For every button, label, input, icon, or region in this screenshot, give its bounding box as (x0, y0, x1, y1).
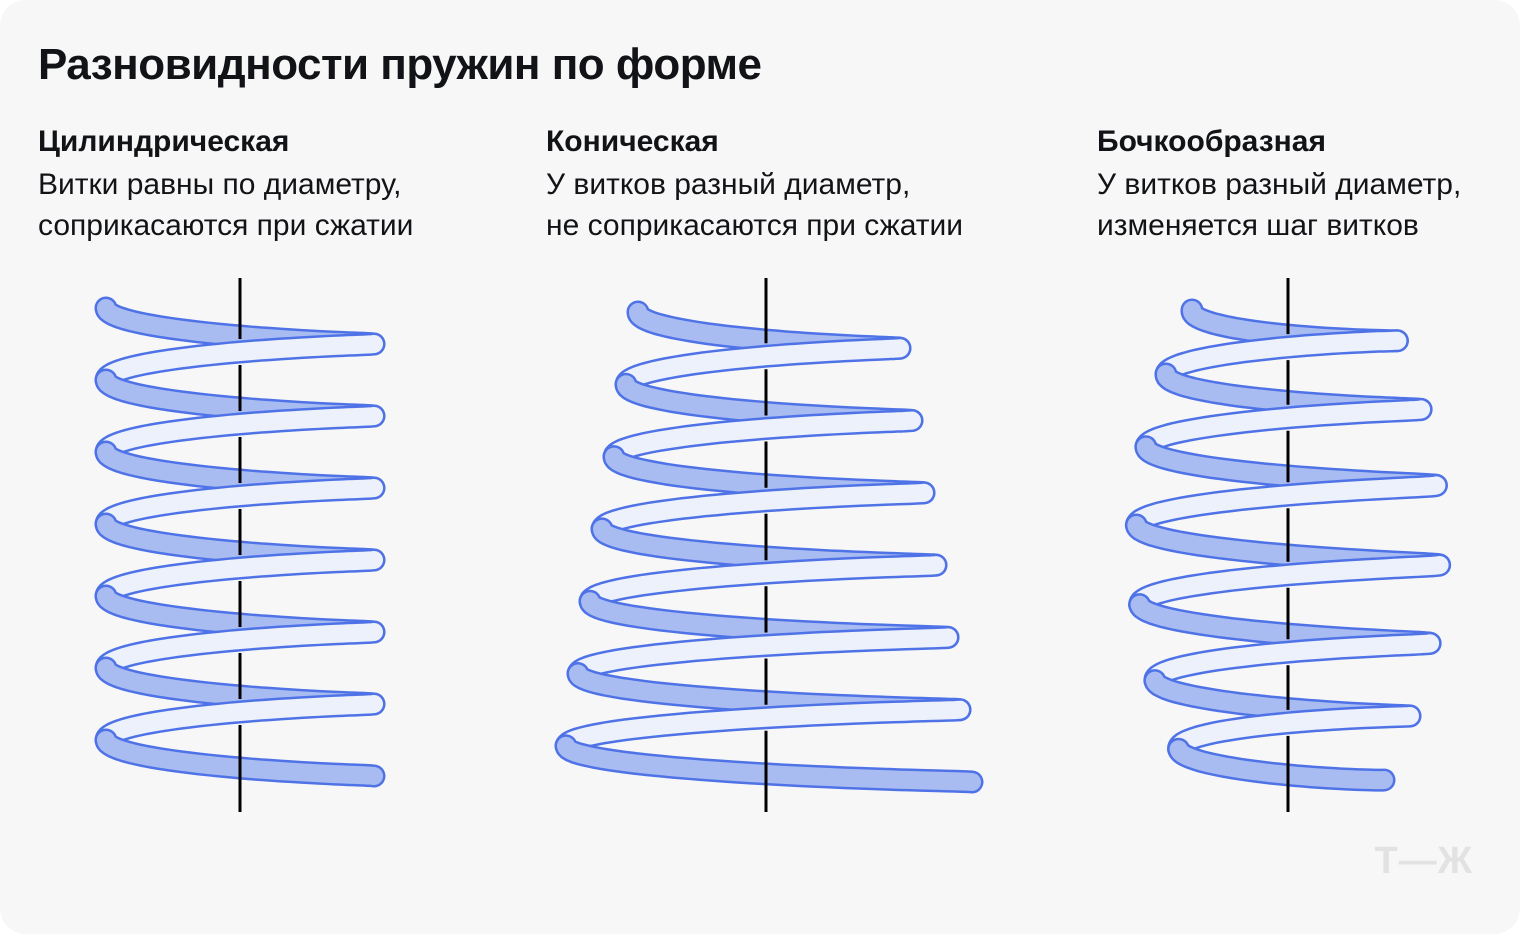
coil-back-strand (1169, 707, 1419, 759)
coil-back-strand (605, 411, 921, 466)
spring-barrel (1124, 278, 1452, 812)
coil-back-strand (593, 483, 933, 538)
column-barrel: Бочкообразная У витков разный диаметр, и… (1097, 122, 1520, 246)
column-description-line: изменяется шаг витков (1097, 209, 1419, 242)
column-conical: Коническая У витков разный диаметр, не с… (546, 122, 1016, 246)
coil-back-strand (569, 628, 957, 683)
column-heading: Коническая (546, 125, 719, 158)
column-description-line: не соприкасаются при сжатии (546, 209, 963, 242)
column-description-line: Витки равны по диаметру, (38, 168, 402, 201)
coil-back-strand (1130, 556, 1449, 614)
coil-back-strand (97, 407, 383, 461)
column-cylindrical: Цилиндрическая Витки равны по диаметру, … (38, 122, 508, 246)
coil-back-strand (617, 339, 909, 394)
column-description-line: У витков разный диаметр, (1097, 168, 1462, 201)
tzh-logo: Т—Ж (1374, 840, 1473, 882)
column-description-line: соприкасаются при сжатии (38, 209, 414, 242)
coil-back-strand (1136, 400, 1431, 456)
coil (554, 300, 984, 794)
coil-back-strand (581, 556, 945, 611)
coil-back-strand (97, 551, 383, 605)
column-heading: Цилиндрическая (38, 125, 290, 158)
coil-back-strand (557, 700, 969, 755)
column-heading: Бочкообразная (1097, 125, 1326, 158)
coil-back-strand (1157, 331, 1407, 383)
coil-back-strand (97, 479, 383, 533)
coil-back-strand (97, 695, 383, 749)
coil-back-strand (97, 623, 383, 677)
spring-conical (554, 278, 984, 812)
page-title: Разновидности пружин по форме (38, 40, 762, 89)
coil-back-strand (97, 335, 383, 389)
coil-back-strand (1145, 634, 1440, 690)
coil-front-strand (1169, 740, 1393, 790)
spring-cylindrical (94, 278, 386, 812)
coil-back-strand (1127, 476, 1446, 534)
column-description-line: У витков разный диаметр, (546, 168, 911, 201)
